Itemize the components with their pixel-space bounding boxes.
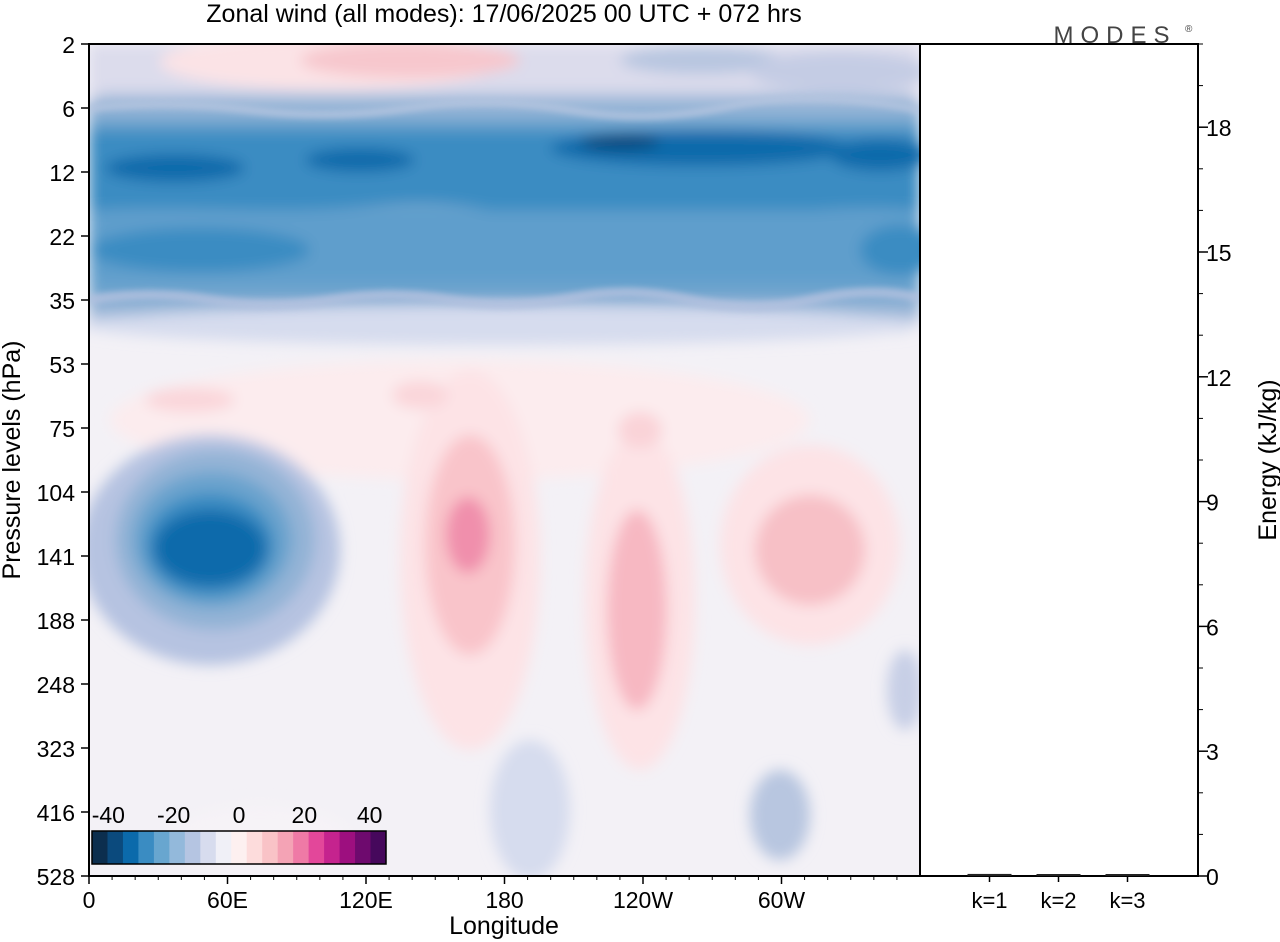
colorbar-frame xyxy=(91,830,387,865)
energy-tick-label: 15 xyxy=(1206,240,1232,266)
colorbar-swatch xyxy=(355,831,372,864)
energy-panel-frame xyxy=(919,43,1199,877)
pressure-tick-label: 141 xyxy=(37,544,75,570)
longitude-tick-label: 60W xyxy=(758,887,806,913)
pressure-tick-label: 323 xyxy=(37,736,75,762)
energy-axis-label: Energy (kJ/kg) xyxy=(1254,379,1280,540)
colorbar-swatch xyxy=(138,831,155,864)
colorbar-swatch xyxy=(324,831,341,864)
pressure-tick-label: 2 xyxy=(62,32,75,58)
pressure-tick-label: 104 xyxy=(37,480,76,506)
colorbar-swatch xyxy=(215,831,232,864)
longitude-tick-label: 60E xyxy=(207,887,248,913)
pressure-axis-label: Pressure levels (hPa) xyxy=(0,341,26,580)
energy-tick-label: 0 xyxy=(1206,864,1219,890)
colorbar-swatch xyxy=(277,831,294,864)
longitude-tick-label: 120W xyxy=(613,887,673,913)
pressure-axis: 2 6 12 22 35 53 75 104 141 188 248 323 416 528 xyxy=(37,32,89,890)
colorbar-swatch xyxy=(200,831,217,864)
pressure-tick-label: 12 xyxy=(49,160,75,186)
colorbar-swatch xyxy=(308,831,325,864)
pressure-tick-label: 528 xyxy=(37,864,75,890)
pressure-tick-label: 22 xyxy=(49,224,75,250)
colorbar-label: -20 xyxy=(157,802,190,828)
pressure-tick-label: 75 xyxy=(49,416,75,442)
colorbar-swatch xyxy=(370,831,387,864)
energy-tick-label: 18 xyxy=(1206,115,1232,141)
pressure-tick-label: 6 xyxy=(62,96,75,122)
energy-bar xyxy=(967,873,1012,876)
energy-tick-label: 12 xyxy=(1206,365,1232,391)
pressure-tick-label: 188 xyxy=(37,608,75,634)
colorbar-label: 40 xyxy=(357,802,383,828)
zonal-wind-field xyxy=(89,44,920,876)
colorbar-swatch xyxy=(293,831,310,864)
longitude-axis: 0 60E 120E 180 120W 60W xyxy=(83,876,898,913)
colorbar-label: -40 xyxy=(92,802,125,828)
pressure-tick-label: 248 xyxy=(37,672,75,698)
energy-bar xyxy=(1105,874,1150,876)
colorbar-label: 20 xyxy=(292,802,318,828)
colorbar-swatch xyxy=(107,831,124,864)
wavenumber-axis: k=1 k=2 k=3 xyxy=(971,876,1146,913)
wavenumber-label: k=2 xyxy=(1040,888,1076,913)
pressure-tick-label: 416 xyxy=(37,800,75,826)
energy-tick-label: 9 xyxy=(1206,490,1219,516)
longitude-tick-label: 180 xyxy=(485,887,523,913)
colorbar-swatch xyxy=(262,831,279,864)
wavenumber-label: k=3 xyxy=(1109,888,1145,913)
colorbar-swatch xyxy=(122,831,139,864)
energy-tick-label: 3 xyxy=(1206,739,1219,765)
colorbar-swatch xyxy=(92,831,108,864)
pressure-tick-label: 53 xyxy=(49,352,75,378)
chart-title: Zonal wind (all modes): 17/06/2025 00 UT… xyxy=(206,0,801,28)
colorbar-swatch xyxy=(153,831,170,864)
energy-bars xyxy=(967,873,1150,876)
colorbar-label: 0 xyxy=(233,802,246,828)
registered-mark: ® xyxy=(1185,24,1193,35)
colorbar-swatch xyxy=(231,831,248,864)
colorbar-swatch xyxy=(184,831,201,864)
wavenumber-label: k=1 xyxy=(971,888,1007,913)
energy-bar xyxy=(1036,874,1081,876)
longitude-tick-label: 0 xyxy=(83,887,96,913)
colorbar-swatch xyxy=(339,831,356,864)
longitude-axis-label: Longitude xyxy=(449,912,559,940)
colorbar-swatch xyxy=(169,831,186,864)
pressure-tick-label: 35 xyxy=(49,288,75,314)
longitude-tick-label: 120E xyxy=(339,887,393,913)
energy-axis: 0 3 6 9 12 15 18 xyxy=(1198,43,1232,890)
energy-tick-label: 6 xyxy=(1206,614,1219,640)
colorbar: -40 -20 0 20 40 xyxy=(91,802,387,865)
colorbar-swatch xyxy=(246,831,263,864)
